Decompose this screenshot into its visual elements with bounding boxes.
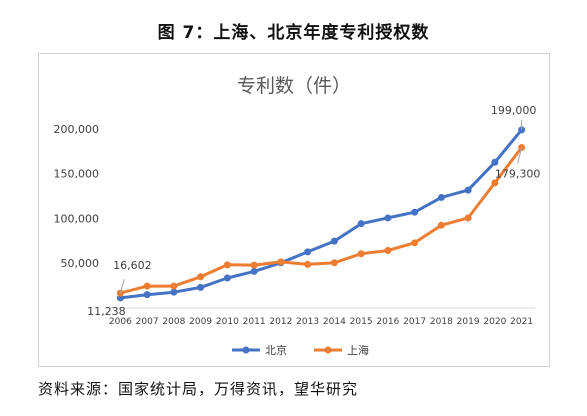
data-point [223, 261, 231, 269]
series-line [120, 128, 523, 300]
data-label: 11,238 [87, 305, 126, 318]
data-point [464, 214, 472, 222]
data-point [304, 248, 312, 256]
data-point [464, 186, 472, 194]
data-point [384, 214, 392, 222]
data-point [277, 258, 285, 266]
legend-marker [242, 346, 250, 354]
y-tick-label: 200,000 [54, 123, 100, 136]
data-point [518, 126, 526, 134]
data-point [384, 247, 392, 255]
legend-marker [324, 346, 332, 354]
series-group [116, 126, 526, 302]
data-point [197, 283, 205, 291]
data-point [330, 259, 338, 267]
series-line [120, 146, 523, 295]
data-labels: 199,000 179,300 16,602 11,238 [87, 104, 540, 318]
y-tick-label: 150,000 [54, 168, 100, 181]
legend-label: 北京 [265, 343, 287, 357]
data-label: 16,602 [113, 259, 152, 272]
x-tick-label: 2007 [136, 317, 159, 327]
line-chart: 专利数（件） 50,000 100,000 150,000 200,000 2006 2… [54, 75, 541, 357]
data-point [197, 273, 205, 281]
y-tick-label: 100,000 [54, 212, 100, 225]
x-tick-label: 2017 [403, 317, 426, 327]
y-tick-label: 50,000 [61, 257, 100, 270]
data-point [116, 294, 124, 302]
data-point [250, 261, 258, 269]
data-point [223, 274, 231, 282]
x-tick-label: 2010 [216, 317, 239, 327]
data-point [411, 208, 419, 216]
data-point [357, 250, 365, 258]
x-tick-label: 2015 [350, 317, 373, 327]
x-tick-label: 2012 [269, 317, 292, 327]
data-point [170, 288, 178, 296]
data-point [357, 220, 365, 228]
x-tick-label: 2013 [296, 317, 319, 327]
data-point [330, 237, 338, 245]
chart-frame: 专利数（件） 50,000 100,000 150,000 200,000 2006 2… [38, 53, 550, 367]
data-point [437, 221, 445, 229]
data-point [491, 179, 499, 187]
figure-title: 图 7：上海、北京年度专利授权数 [157, 23, 430, 43]
x-tick-label: 2006 [109, 317, 132, 327]
data-point [304, 260, 312, 268]
x-tick-label: 2020 [483, 317, 506, 327]
x-tick-label: 2008 [162, 317, 185, 327]
y-axis-ticks: 50,000 100,000 150,000 200,000 [54, 123, 100, 270]
legend-label: 上海 [347, 343, 369, 357]
x-tick-label: 2019 [457, 317, 480, 327]
data-point [143, 282, 151, 290]
x-axis-ticks: 2006 2007 2008 2009 2010 2011 2012 2013 2014 2015… [109, 317, 533, 327]
x-tick-label: 2021 [510, 317, 533, 327]
data-point [116, 289, 124, 297]
data-point [491, 158, 499, 166]
data-label: 199,000 [491, 104, 537, 117]
data-point [411, 239, 419, 247]
chart-title: 专利数（件） [237, 75, 351, 97]
data-point [437, 193, 445, 201]
x-tick-label: 2018 [430, 317, 453, 327]
leader-line [119, 278, 125, 294]
x-tick-label: 2011 [243, 317, 266, 327]
data-point [143, 291, 151, 299]
data-label: 179,300 [495, 167, 541, 180]
leader-line [517, 147, 523, 164]
x-tick-label: 2016 [376, 317, 399, 327]
x-tick-label: 2014 [323, 317, 346, 327]
x-tick-label: 2009 [189, 317, 212, 327]
data-point [250, 267, 258, 275]
data-point [170, 282, 178, 290]
source-note: 资料来源：国家统计局，万得资讯，望华研究 [38, 380, 359, 398]
legend: 北京 上海 [232, 343, 369, 357]
